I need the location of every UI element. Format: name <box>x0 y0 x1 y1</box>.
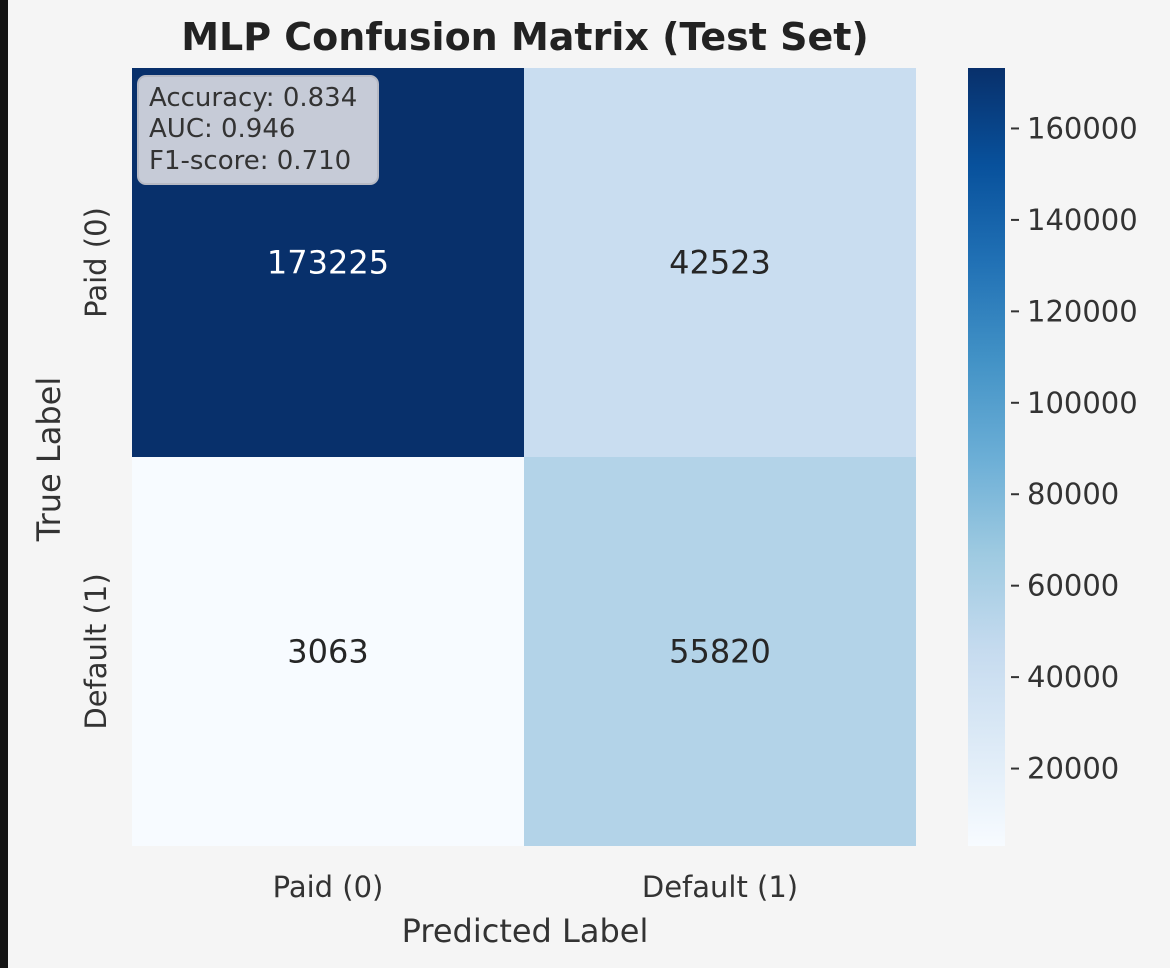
colorbar-tick-label: 80000 <box>1027 477 1119 511</box>
heatmap-cell <box>132 457 524 846</box>
metrics-annotation-box: Accuracy: 0.834 AUC: 0.946 F1-score: 0.7… <box>137 75 379 185</box>
y-tick-label: Paid (0) <box>79 207 113 318</box>
colorbar-tick-label: 20000 <box>1027 752 1119 786</box>
colorbar-ticks: 20000 40000 60000 80000 100000 120000 140000 16… <box>1011 111 1138 786</box>
colorbar-tick-label: 60000 <box>1027 569 1119 603</box>
heatmap-cell <box>524 68 916 457</box>
heatmap-cell-value: 55820 <box>669 633 771 671</box>
confusion-matrix-chart: MLP Confusion Matrix (Test Set) 173225 42… <box>30 15 1138 950</box>
colorbar-tick-label: 140000 <box>1027 203 1138 237</box>
colorbar <box>968 68 1005 846</box>
y-tick-label: Default (1) <box>79 573 113 729</box>
y-axis-label: True Label <box>30 377 68 542</box>
x-axis-label: Predicted Label <box>402 912 649 950</box>
colorbar-tick-label: 120000 <box>1027 294 1138 328</box>
x-tick-label: Default (1) <box>642 870 798 904</box>
chart-title: MLP Confusion Matrix (Test Set) <box>181 15 869 59</box>
heatmap-cell <box>524 457 916 846</box>
x-axis-ticks: Paid (0) Default (1) <box>273 870 798 904</box>
metrics-accuracy: Accuracy: 0.834 <box>149 83 357 113</box>
x-tick-label: Paid (0) <box>273 870 384 904</box>
colorbar-tick-label: 160000 <box>1027 111 1138 145</box>
heatmap-cell-value: 173225 <box>267 244 389 282</box>
y-axis-ticks: Paid (0) Default (1) <box>79 207 113 729</box>
heatmap-cell-value: 3063 <box>287 633 368 671</box>
metrics-auc: AUC: 0.946 <box>149 114 295 144</box>
heatmap-cell-labels: 173225 42523 3063 55820 <box>267 244 771 671</box>
heatmap-cell-value: 42523 <box>669 244 771 282</box>
metrics-f1-score: F1-score: 0.710 <box>149 146 351 176</box>
chart-figure: MLP Confusion Matrix (Test Set) 173225 42… <box>8 0 1170 968</box>
metrics-annotation-background <box>137 75 379 185</box>
colorbar-tick-label: 100000 <box>1027 386 1138 420</box>
colorbar-tick-label: 40000 <box>1027 660 1119 694</box>
